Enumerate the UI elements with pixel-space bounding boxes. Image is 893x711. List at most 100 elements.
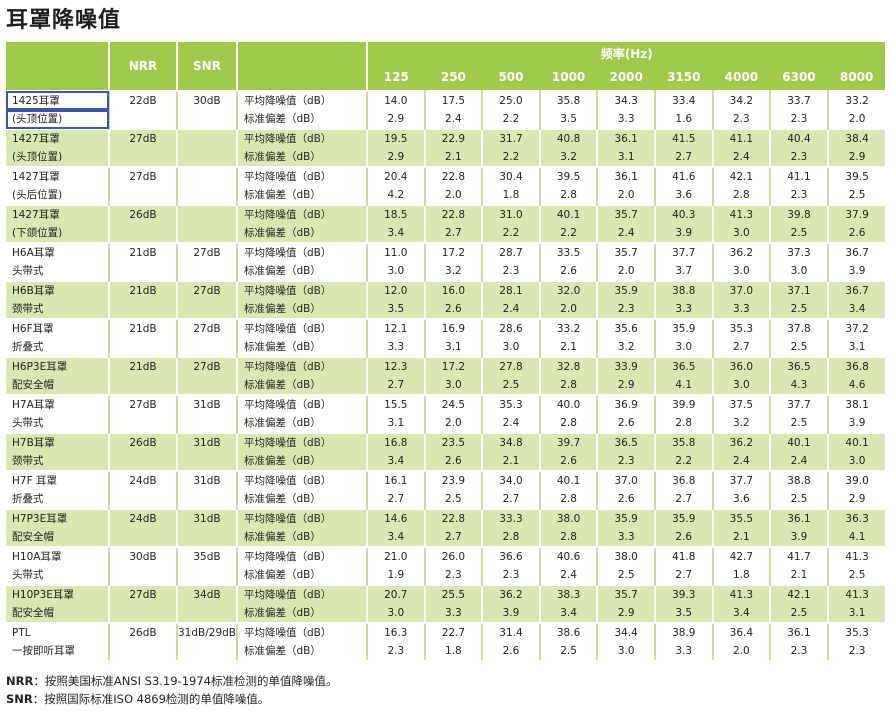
mean-attenuation-value: 16.3 <box>367 622 426 642</box>
std-deviation-value: 2.3 <box>424 566 484 585</box>
model-name: H6P3E耳罩 <box>6 356 110 376</box>
mean-attenuation-value: 15.5 <box>367 394 426 414</box>
mean-attenuation-value: 33.7 <box>770 90 829 110</box>
mean-attenuation-value: 40.6 <box>539 546 599 566</box>
nrr-empty <box>109 224 178 243</box>
model-variant: 颈带式 <box>6 452 110 471</box>
mean-attenuation-value: 36.8 <box>654 470 714 490</box>
mean-attenuation-value: 40.1 <box>827 432 886 452</box>
std-deviation-value: 2.8 <box>539 376 599 395</box>
mean-attenuation-value: 20.7 <box>367 584 426 604</box>
std-deviation-value: 3.4 <box>367 452 426 471</box>
mean-attenuation-value: 32.8 <box>539 356 599 376</box>
std-deviation-value: 2.5 <box>424 490 484 509</box>
model-variant: 配安全帽 <box>6 528 110 547</box>
mean-attenuation-value: 27.8 <box>482 356 541 376</box>
std-deviation-value: 2.8 <box>712 186 772 205</box>
header-label <box>237 42 368 91</box>
std-deviation-value: 2.8 <box>539 490 599 509</box>
std-deviation-value: 3.0 <box>482 338 541 357</box>
std-deviation-value: 2.5 <box>827 566 886 585</box>
table-row: H7F 耳罩 24dB 31dB 平均降噪值（dB） 16.1 23.9 34.0 40.1 3… <box>6 470 886 490</box>
std-deviation-value: 3.6 <box>654 186 714 205</box>
std-deviation-value: 1.8 <box>424 642 484 660</box>
model-variant: 配安全帽 <box>6 376 110 395</box>
nrr-empty <box>109 300 178 319</box>
table-row: H6F耳罩 21dB 27dB 平均降噪值（dB） 12.1 16.9 28.6 33.2 35… <box>6 318 886 338</box>
std-deviation-value: 3.1 <box>597 148 656 167</box>
snr-value: 27dB <box>177 356 238 376</box>
mean-attenuation-value: 22.8 <box>424 166 484 186</box>
table-row: 颈带式 标准偏差（dB） 3.4 2.6 2.1 2.6 2.3 2.2 2.4 2.4 3.0 <box>6 452 886 471</box>
std-deviation-value: 2.0 <box>597 262 656 281</box>
std-deviation-value: 2.0 <box>424 414 484 433</box>
mean-attenuation-label: 平均降噪值（dB） <box>237 280 368 300</box>
std-deviation-value: 2.9 <box>827 490 886 509</box>
std-deviation-value: 3.2 <box>597 338 656 357</box>
std-deviation-value: 3.4 <box>712 604 772 623</box>
nrr-empty <box>109 338 178 357</box>
table-row: (下颌位置) 标准偏差（dB） 3.4 2.7 2.2 2.2 2.4 3.9 3.0 2.5 2.… <box>6 224 886 243</box>
snr-empty <box>177 110 238 129</box>
std-deviation-value: 2.5 <box>770 414 829 433</box>
nrr-value: 21dB <box>109 318 178 338</box>
snr-empty <box>177 642 238 660</box>
std-deviation-value: 3.9 <box>827 262 886 281</box>
mean-attenuation-value: 38.4 <box>827 128 886 148</box>
snr-value: 31dB <box>177 432 238 452</box>
std-deviation-value: 2.0 <box>597 186 656 205</box>
mean-attenuation-value: 36.7 <box>827 280 886 300</box>
mean-attenuation-value: 12.0 <box>367 280 426 300</box>
table-row: H6B耳罩 21dB 27dB 平均降噪值（dB） 12.0 16.0 28.1 32.0 35… <box>6 280 886 300</box>
mean-attenuation-label: 平均降噪值（dB） <box>237 470 368 490</box>
std-deviation-value: 2.2 <box>482 224 541 243</box>
snr-empty <box>177 566 238 585</box>
mean-attenuation-value: 34.8 <box>482 432 541 452</box>
std-deviation-value: 3.9 <box>654 224 714 243</box>
mean-attenuation-value: 22.7 <box>424 622 484 642</box>
snr-value: 34dB <box>177 584 238 604</box>
std-deviation-label: 标准偏差（dB） <box>237 262 368 281</box>
std-deviation-value: 3.1 <box>827 338 886 357</box>
mean-attenuation-label: 平均降噪值（dB） <box>237 546 368 566</box>
std-deviation-label: 标准偏差（dB） <box>237 186 368 205</box>
mean-attenuation-value: 36.1 <box>597 128 656 148</box>
mean-attenuation-value: 36.5 <box>654 356 714 376</box>
mean-attenuation-value: 38.8 <box>770 470 829 490</box>
std-deviation-value: 2.0 <box>424 186 484 205</box>
table-row: H10P3E耳罩 27dB 34dB 平均降噪值（dB） 20.7 25.5 36.2 38.… <box>6 584 886 604</box>
header-freq-250: 250 <box>424 64 483 91</box>
mean-attenuation-value: 12.1 <box>367 318 426 338</box>
std-deviation-value: 2.9 <box>597 376 656 395</box>
table-row: 配安全帽 标准偏差（dB） 3.0 3.3 3.9 3.4 2.9 3.5 3.4 2.5 3.1 <box>6 604 886 623</box>
mean-attenuation-label: 平均降噪值（dB） <box>237 584 368 604</box>
std-deviation-value: 2.1 <box>539 338 599 357</box>
mean-attenuation-value: 14.6 <box>367 508 426 528</box>
table-row: H6A耳罩 21dB 27dB 平均降噪值（dB） 11.0 17.2 28.7 33.5 35… <box>6 242 886 262</box>
std-deviation-value: 4.1 <box>827 528 886 547</box>
table-row: H10A耳罩 30dB 35dB 平均降噪值（dB） 21.0 26.0 36.6 40.6 3… <box>6 546 886 566</box>
std-deviation-value: 2.6 <box>597 414 656 433</box>
model-variant: 配安全帽 <box>6 604 110 623</box>
model-variant: 头带式 <box>6 414 110 433</box>
mean-attenuation-value: 37.3 <box>770 242 829 262</box>
std-deviation-value: 3.1 <box>424 338 484 357</box>
mean-attenuation-value: 36.2 <box>712 432 772 452</box>
mean-attenuation-value: 37.9 <box>827 204 886 224</box>
mean-attenuation-value: 39.7 <box>539 432 599 452</box>
mean-attenuation-value: 35.3 <box>712 318 772 338</box>
table-row: 1427耳罩 27dB 平均降噪值（dB） 20.4 22.8 30.4 39.5 36.1 4… <box>6 166 886 186</box>
std-deviation-value: 3.0 <box>712 376 772 395</box>
mean-attenuation-value: 36.9 <box>597 394 656 414</box>
std-deviation-value: 2.3 <box>482 262 541 281</box>
mean-attenuation-value: 38.3 <box>539 584 599 604</box>
mean-attenuation-value: 42.1 <box>712 166 772 186</box>
mean-attenuation-value: 16.1 <box>367 470 426 490</box>
std-deviation-value: 2.7 <box>654 566 714 585</box>
mean-attenuation-value: 23.5 <box>424 432 484 452</box>
mean-attenuation-value: 30.4 <box>482 166 541 186</box>
snr-empty <box>177 148 238 167</box>
model-variant: (头顶位置) <box>6 110 110 129</box>
std-deviation-value: 2.3 <box>597 300 656 319</box>
